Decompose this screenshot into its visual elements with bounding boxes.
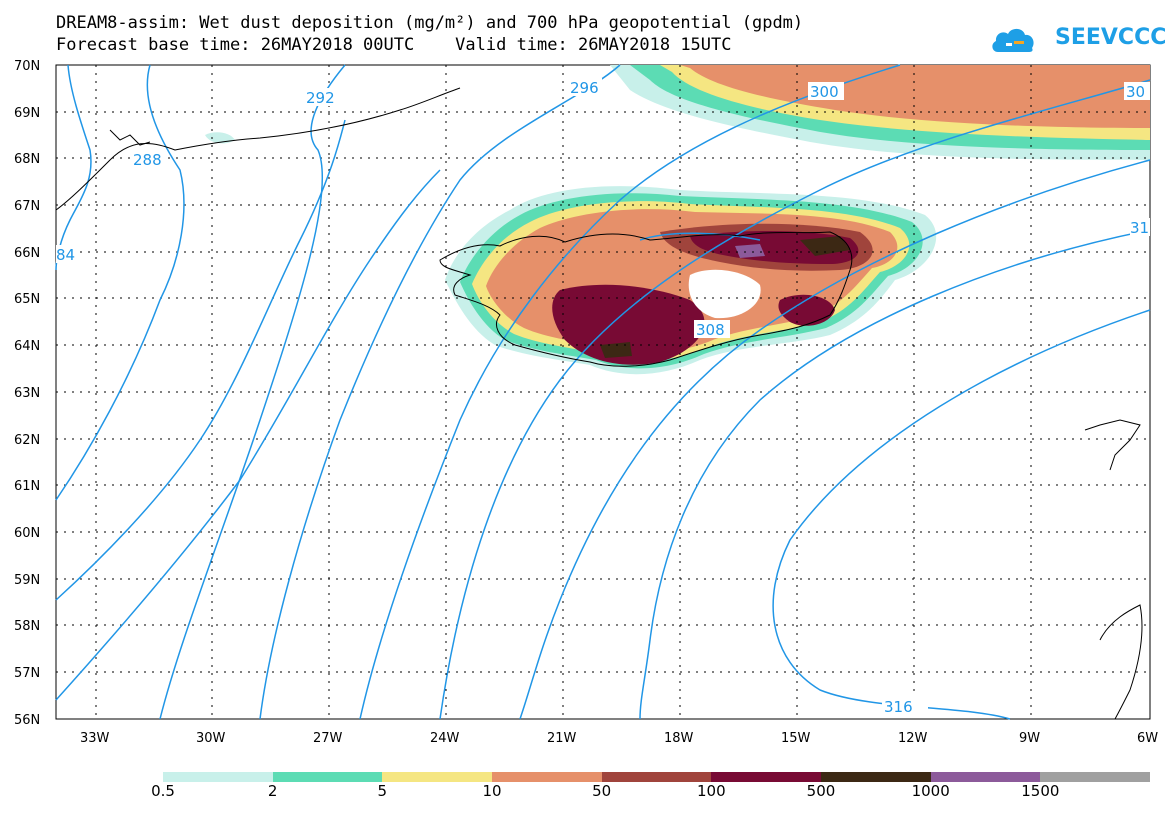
lat-label: 67N	[14, 199, 40, 214]
contour-labels: 292 296 300 30 288 84 31 308 316	[56, 78, 1150, 716]
lat-label: 64N	[14, 339, 40, 354]
contour-label-308: 308	[696, 321, 725, 339]
lat-label: 69N	[14, 106, 40, 121]
logo-text: SEEVCCC	[1055, 25, 1167, 50]
lon-label: 27W	[313, 731, 343, 746]
lon-label: 12W	[898, 731, 928, 746]
legend-label: 1000	[911, 782, 950, 800]
map-title: DREAM8-assim: Wet dust deposition (mg/m²…	[56, 13, 804, 33]
lon-label: 18W	[664, 731, 694, 746]
legend-label: 5	[377, 782, 388, 800]
legend-swatch	[930, 772, 1041, 782]
lat-label: 68N	[14, 152, 40, 167]
color-legend	[163, 772, 1151, 782]
lon-label: 33W	[80, 731, 110, 746]
geopotential-contours	[55, 64, 1151, 720]
coastlines	[55, 87, 1143, 720]
contour-label-316: 316	[884, 698, 913, 716]
lat-label: 57N	[14, 666, 40, 681]
legend-swatch	[821, 772, 932, 782]
legend-swatch	[1040, 772, 1151, 782]
legend-label: 1500	[1021, 782, 1060, 800]
contour-label-300: 300	[810, 83, 839, 101]
lon-labels: 33W 30W 27W 24W 21W 18W 15W 12W 9W 6W	[80, 731, 1158, 746]
legend-label: 50	[592, 782, 612, 800]
legend-swatch	[492, 772, 603, 782]
legend-label: 500	[806, 782, 836, 800]
lat-label: 59N	[14, 573, 40, 588]
contour-label-31: 31	[1130, 219, 1149, 237]
contour-label-288: 288	[133, 151, 162, 169]
lon-label: 30W	[196, 731, 226, 746]
lon-label: 21W	[547, 731, 577, 746]
lat-label: 58N	[14, 619, 40, 634]
legend-swatch	[382, 772, 493, 782]
legend-label: 100	[697, 782, 726, 800]
graticule	[56, 65, 1150, 719]
legend-label: 0.5	[151, 782, 175, 800]
contour-label-292: 292	[306, 89, 335, 107]
lat-label: 62N	[14, 433, 40, 448]
dust-shading	[205, 65, 1150, 375]
lat-label: 70N	[14, 59, 40, 74]
contour-label-84: 84	[56, 246, 75, 264]
map-subtitle: Forecast base time: 26MAY2018 00UTC Vali…	[56, 35, 732, 55]
lon-label: 15W	[781, 731, 811, 746]
legend-label: 2	[267, 782, 278, 800]
lat-label: 61N	[14, 479, 40, 494]
legend-swatch	[711, 772, 822, 782]
legend-label: 10	[482, 782, 502, 800]
lat-label: 66N	[14, 246, 40, 261]
lat-label: 65N	[14, 292, 40, 307]
legend-swatch	[163, 772, 274, 782]
lon-label: 9W	[1019, 731, 1040, 746]
lat-label: 56N	[14, 713, 40, 728]
legend-swatch	[272, 772, 383, 782]
lon-label: 24W	[430, 731, 460, 746]
contour-label-30: 30	[1126, 83, 1145, 101]
lat-label: 60N	[14, 526, 40, 541]
seevccc-cloud-icon	[992, 28, 1034, 52]
lon-label: 6W	[1137, 731, 1158, 746]
plot-frame	[55, 64, 1151, 720]
lat-labels: 70N 69N 68N 67N 66N 65N 64N 63N 62N 61N …	[14, 59, 40, 728]
lat-label: 63N	[14, 386, 40, 401]
legend-swatch	[601, 772, 712, 782]
contour-label-296: 296	[570, 79, 599, 97]
